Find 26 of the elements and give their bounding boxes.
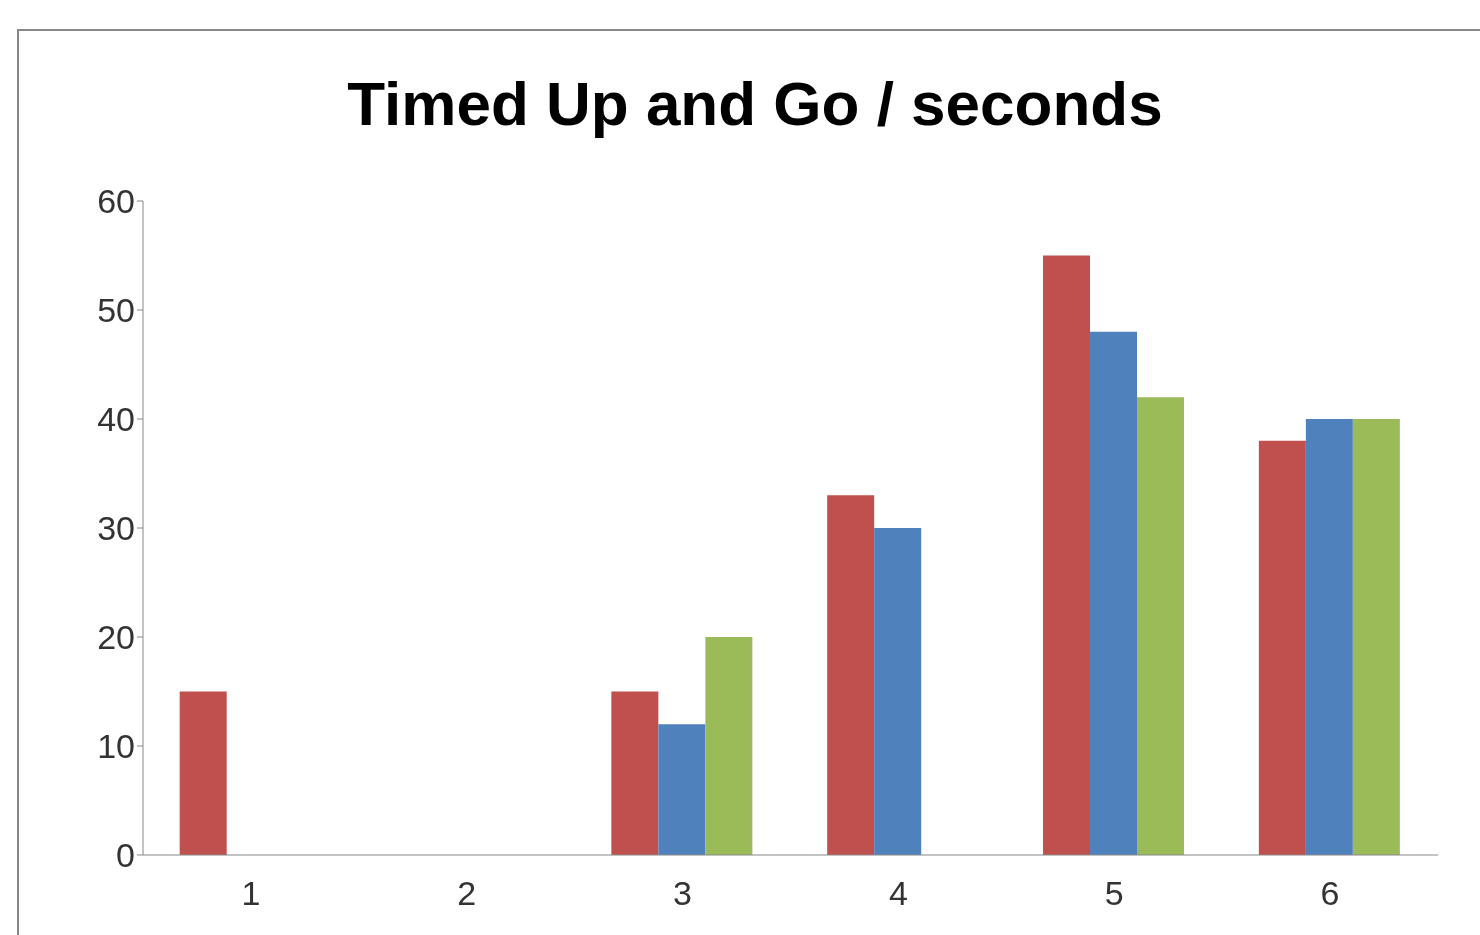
bar [1305,419,1353,855]
x-tick-label: 3 [673,874,693,913]
bar [1258,440,1306,855]
y-tick-label: 20 [97,618,135,657]
bar [1352,419,1400,855]
bar [179,691,227,855]
x-tick-label: 5 [1104,874,1124,913]
bar [1137,397,1185,855]
x-tick-label: 4 [888,874,908,913]
bar [1043,255,1091,855]
x-tick-label: 6 [1320,874,1340,913]
y-tick-label: 0 [116,836,135,875]
y-tick-label: 60 [97,182,135,221]
bar [827,495,875,855]
y-tick-label: 10 [97,727,135,766]
bar [874,528,922,855]
bar [1090,331,1138,855]
y-tick-label: 30 [97,509,135,548]
chart-title: Timed Up and Go / seconds [346,68,1164,139]
y-tick-label: 40 [97,400,135,439]
y-tick-label: 50 [97,291,135,330]
bar [611,691,659,855]
x-tick-label: 2 [457,874,477,913]
x-tick-label: 1 [241,874,261,913]
bar [705,637,753,855]
bar [658,724,706,855]
